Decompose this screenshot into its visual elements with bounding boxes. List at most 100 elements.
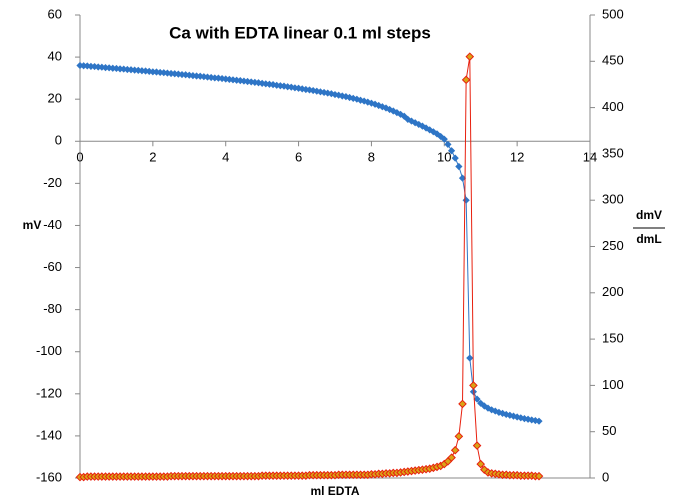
marker xyxy=(302,85,310,94)
marker xyxy=(454,432,464,441)
marker xyxy=(112,64,121,73)
marker xyxy=(335,91,343,99)
marker xyxy=(472,441,482,450)
marker xyxy=(535,417,543,425)
y-tick-label: 40 xyxy=(48,49,62,64)
marker xyxy=(251,78,259,86)
x-tick-label: 2 xyxy=(149,150,156,165)
marker xyxy=(258,79,266,87)
y-tick-label: -60 xyxy=(43,259,62,274)
marker xyxy=(458,399,467,409)
marker xyxy=(444,140,452,149)
y2-tick-label: 0 xyxy=(602,469,609,484)
y-tick-label: -100 xyxy=(36,343,62,358)
marker xyxy=(440,135,448,143)
marker xyxy=(458,174,467,182)
marker xyxy=(473,395,481,403)
y-tick-label: -140 xyxy=(36,427,62,442)
marker xyxy=(222,75,230,83)
marker xyxy=(461,75,471,85)
y-axis-label: mV xyxy=(23,218,42,232)
marker xyxy=(276,82,284,90)
marker xyxy=(451,154,459,162)
marker xyxy=(488,406,496,414)
x-tick-label: 8 xyxy=(368,150,375,165)
marker xyxy=(353,95,361,103)
x-tick-label: 14 xyxy=(583,150,597,165)
marker xyxy=(378,103,386,111)
x-tick-label: 4 xyxy=(222,150,229,165)
marker xyxy=(386,105,394,114)
marker xyxy=(309,86,317,95)
marker xyxy=(447,147,456,155)
marker xyxy=(447,453,456,462)
marker xyxy=(393,109,401,117)
y2-tick-label: 300 xyxy=(602,192,624,207)
marker xyxy=(291,84,299,92)
x-tick-label: 12 xyxy=(510,150,524,165)
y-tick-label: -120 xyxy=(36,385,62,400)
y2-tick-label: 500 xyxy=(602,6,624,21)
y-tick-label: -160 xyxy=(36,469,62,484)
marker xyxy=(418,122,427,130)
marker xyxy=(437,132,445,141)
y-tick-label: -80 xyxy=(43,301,62,316)
y2-tick-label: 450 xyxy=(602,53,624,68)
marker xyxy=(167,69,175,78)
y2-axis-label: dmV xyxy=(636,208,662,222)
y-tick-label: -20 xyxy=(43,175,62,190)
y2-tick-label: 350 xyxy=(602,145,624,160)
marker xyxy=(367,99,376,107)
marker xyxy=(450,445,460,455)
marker xyxy=(360,97,368,105)
marker xyxy=(534,471,544,481)
marker xyxy=(476,459,486,469)
marker xyxy=(87,62,95,70)
y-tick-label: 20 xyxy=(48,91,62,106)
marker xyxy=(466,354,474,362)
x-tick-label: 0 xyxy=(76,150,83,165)
marker xyxy=(524,415,532,423)
x-tick-label: 6 xyxy=(295,150,302,165)
marker xyxy=(342,93,350,101)
marker xyxy=(465,52,475,61)
y-tick-label: 60 xyxy=(48,6,62,21)
y2-tick-label: 200 xyxy=(602,284,624,299)
marker xyxy=(203,73,212,81)
marker xyxy=(411,119,419,127)
x-tick-label: 10 xyxy=(437,150,451,165)
marker xyxy=(462,196,470,204)
chart-title: Ca with EDTA linear 0.1 ml steps xyxy=(169,23,431,42)
marker xyxy=(495,408,503,416)
marker xyxy=(182,71,190,79)
marker xyxy=(265,80,274,88)
marker xyxy=(284,83,292,91)
y2-tick-label: 150 xyxy=(602,331,624,346)
marker xyxy=(469,381,478,390)
y-tick-label: -40 xyxy=(43,217,62,232)
marker xyxy=(455,162,463,171)
y2-tick-label: 250 xyxy=(602,238,624,253)
y-tick-label: 0 xyxy=(55,133,62,148)
marker xyxy=(429,128,437,136)
marker xyxy=(316,88,325,96)
marker xyxy=(141,67,150,75)
marker xyxy=(517,414,525,422)
marker xyxy=(247,78,255,86)
marker xyxy=(404,115,412,123)
marker xyxy=(513,413,521,421)
series-line xyxy=(80,56,539,478)
marker xyxy=(520,415,529,423)
marker xyxy=(531,416,539,425)
marker xyxy=(327,90,335,98)
y2-tick-label: 100 xyxy=(602,377,624,392)
marker xyxy=(480,402,488,410)
x-axis-label: ml EDTA xyxy=(310,484,359,498)
marker xyxy=(371,100,379,108)
y2-axis-label: dmL xyxy=(636,232,661,246)
marker xyxy=(498,409,507,417)
y2-tick-label: 50 xyxy=(602,423,616,438)
y2-tick-label: 400 xyxy=(602,99,624,114)
